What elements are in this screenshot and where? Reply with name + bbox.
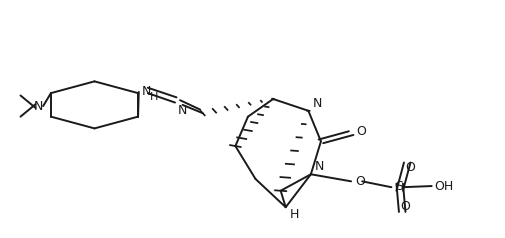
Text: O: O	[399, 200, 409, 213]
Text: N: N	[314, 160, 324, 173]
Text: OH: OH	[433, 179, 452, 193]
Text: N: N	[141, 85, 150, 98]
Text: N: N	[33, 99, 43, 113]
Text: O: O	[404, 161, 414, 174]
Text: H: H	[289, 208, 298, 221]
Text: N: N	[177, 104, 186, 117]
Text: S: S	[394, 179, 402, 193]
Text: H: H	[149, 92, 158, 102]
Text: N: N	[312, 97, 321, 109]
Text: O: O	[356, 125, 365, 139]
Text: O: O	[355, 175, 364, 188]
